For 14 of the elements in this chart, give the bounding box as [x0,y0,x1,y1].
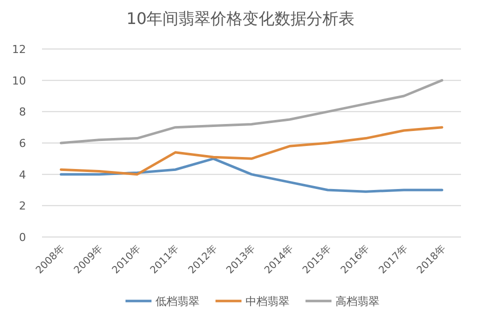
y-tick-label: 8 [19,106,26,119]
line-series [60,157,444,193]
y-tick-label: 0 [19,231,26,244]
chart-title: 10年间翡翠价格变化数据分析表 [126,9,355,28]
y-tick-label: 10 [12,74,26,88]
legend-label: 中档翡翠 [246,295,290,308]
line-series [60,79,444,144]
y-tick-label: 2 [19,200,26,213]
y-tick-label: 4 [19,168,26,182]
y-tick-label: 12 [12,43,26,56]
legend-label: 低档翡翠 [156,295,200,308]
y-tick-label: 6 [19,137,26,150]
line-series [60,126,444,176]
legend-label: 高档翡翠 [336,295,380,308]
